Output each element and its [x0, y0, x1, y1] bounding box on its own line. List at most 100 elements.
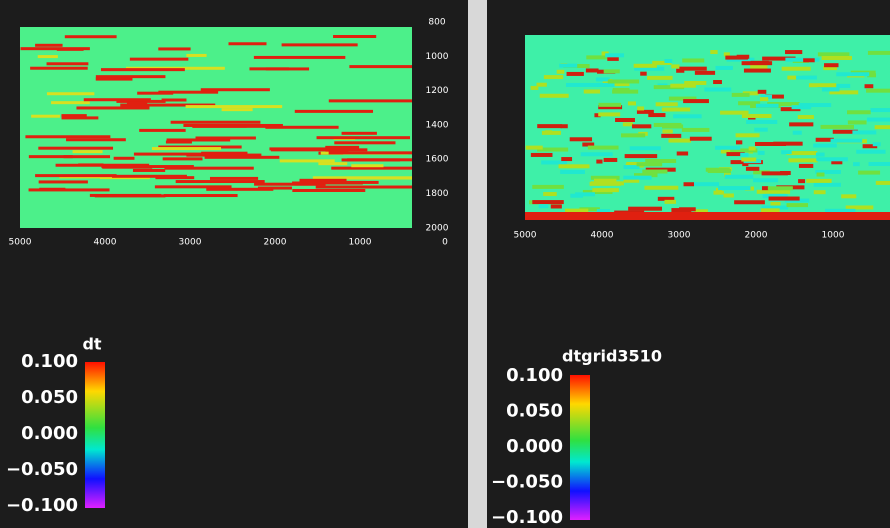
cell: [748, 146, 756, 151]
cell: [580, 152, 613, 157]
streak: [269, 147, 338, 151]
cell: [824, 63, 839, 68]
cell: [825, 208, 856, 213]
cell: [623, 178, 640, 183]
cell: [662, 129, 673, 134]
cell: [723, 52, 730, 57]
cell: [634, 66, 665, 71]
cell: [723, 193, 734, 198]
cell: [627, 101, 636, 106]
cell: [648, 113, 666, 118]
streak: [154, 185, 232, 189]
streak: [120, 103, 216, 107]
cell: [586, 55, 614, 60]
streak: [186, 153, 262, 157]
colorbar-left: [85, 362, 105, 508]
cell: [816, 157, 848, 162]
cell: [815, 137, 834, 142]
streak: [129, 57, 189, 61]
cell: [821, 87, 840, 92]
cell: [596, 209, 611, 214]
cell: [726, 57, 755, 62]
cell: [853, 162, 860, 167]
streak: [175, 180, 265, 184]
cell: [623, 175, 652, 180]
cell: [816, 172, 825, 177]
colorbar-label: 0.100: [21, 351, 78, 372]
cell: [757, 89, 767, 94]
cell: [655, 102, 678, 107]
streak: [46, 92, 95, 96]
cell: [575, 192, 595, 197]
streak: [133, 152, 212, 156]
streak: [35, 43, 63, 47]
streak: [132, 168, 166, 172]
cell: [815, 152, 825, 157]
streak: [126, 101, 148, 105]
colorbar-label: −0.100: [6, 495, 78, 516]
streak: [165, 140, 192, 144]
y-tick-label: 1600: [426, 155, 449, 165]
streak: [25, 135, 111, 139]
cell: [813, 182, 841, 187]
cell: [538, 204, 549, 209]
streak: [72, 150, 103, 154]
streak: [89, 193, 162, 197]
cell: [564, 208, 589, 213]
cell: [566, 71, 584, 76]
cell: [612, 87, 630, 92]
cell: [629, 146, 661, 151]
streak: [325, 145, 360, 149]
cell: [668, 96, 697, 101]
cell: [764, 94, 784, 99]
cell: [726, 152, 745, 157]
x-tick-label: 1000: [822, 231, 845, 241]
cell: [636, 109, 654, 114]
x-tick-label: 4000: [94, 238, 117, 248]
cell: [808, 83, 837, 88]
cell: [781, 150, 792, 155]
streak: [37, 55, 58, 59]
streak: [201, 151, 248, 155]
streak: [318, 162, 348, 166]
cell: [668, 138, 692, 143]
streak: [257, 186, 292, 190]
cell: [735, 133, 760, 138]
streak: [334, 141, 396, 145]
cell: [694, 70, 716, 75]
cell: [847, 110, 871, 115]
streak: [20, 47, 90, 51]
streak: [200, 88, 270, 92]
cell: [730, 148, 758, 153]
cell: [579, 207, 600, 212]
cell: [813, 143, 837, 148]
cell: [823, 66, 837, 71]
cell: [781, 66, 811, 71]
cell: [866, 88, 890, 93]
cell: [560, 124, 568, 129]
cell: [694, 209, 708, 214]
cell: [735, 140, 743, 145]
cell: [864, 84, 874, 89]
cell: [607, 56, 619, 61]
y-tick-label: 2000: [426, 223, 449, 233]
cell: [798, 179, 806, 184]
streak: [209, 176, 259, 180]
x-tick-label: 3000: [179, 238, 202, 248]
colorbar-label: 0.050: [21, 387, 78, 408]
cell: [872, 142, 881, 147]
streak: [61, 114, 87, 118]
cell: [720, 110, 749, 115]
cell: [610, 82, 630, 87]
cell: [539, 93, 569, 98]
cell: [605, 53, 625, 58]
cell: [556, 69, 565, 74]
cell: [525, 145, 543, 150]
colorbar-label: 0.100: [506, 365, 563, 386]
streak: [281, 43, 358, 47]
cell: [815, 169, 841, 174]
cell: [607, 79, 640, 84]
streak: [162, 157, 203, 161]
x-tick-label: 5000: [9, 238, 32, 248]
cell: [530, 85, 539, 90]
